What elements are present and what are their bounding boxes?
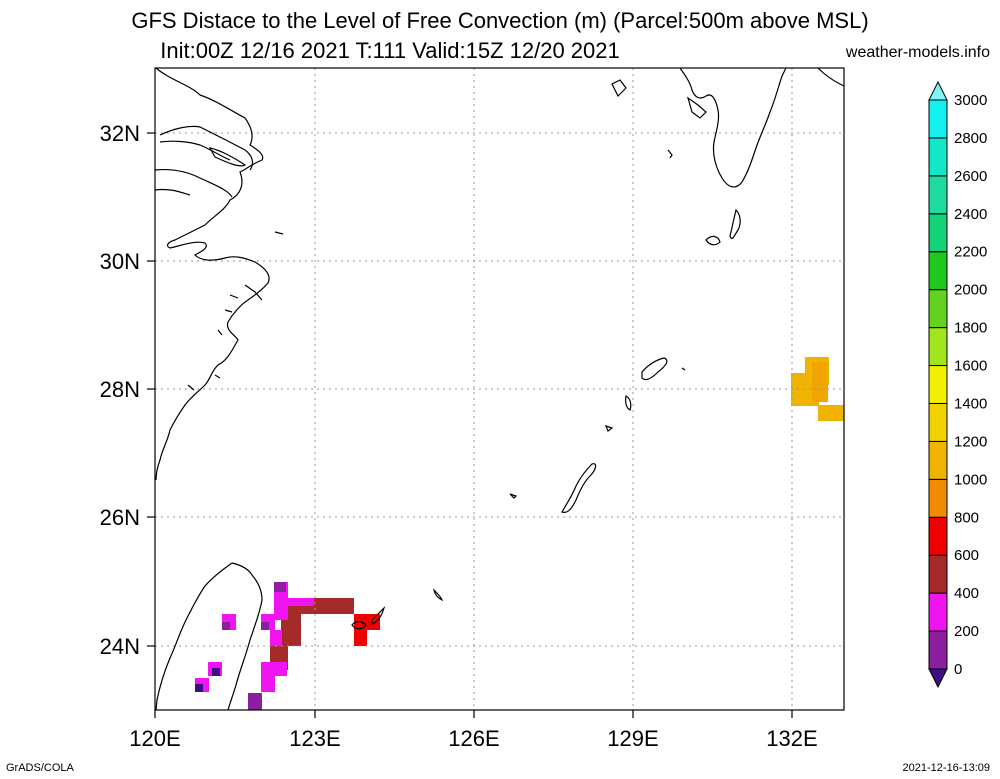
colorbar-label: 400 (954, 585, 979, 602)
colorbar-box (928, 137, 948, 177)
colorbar-label: 1200 (954, 433, 987, 450)
lat-label: 32N (100, 121, 140, 146)
lon-label: 123E (289, 726, 340, 751)
colorbar-label: 3000 (954, 92, 987, 109)
footer-software: GrADS/COLA (6, 762, 74, 774)
colorbar-label: 1600 (954, 358, 987, 375)
colorbar-label: 2600 (954, 168, 987, 185)
colorbar: 0 200 400 600 800 1000 1200 1400 1600 1800 2000 220… (928, 80, 987, 689)
colorbar-label: 200 (954, 623, 979, 640)
colorbar-label: 2800 (954, 130, 987, 147)
colorbar-label: 1800 (954, 320, 987, 337)
graticule (155, 68, 844, 710)
colorbar-box (928, 402, 948, 442)
colorbar-box (928, 251, 948, 291)
field-patch (248, 693, 262, 710)
colorbar-box (928, 99, 948, 139)
colorbar-label: 1000 (954, 471, 987, 488)
lat-label: 26N (100, 505, 140, 530)
lon-label: 120E (129, 726, 180, 751)
map-title: GFS Distace to the Level of Free Convect… (131, 8, 869, 33)
colorbar-label: 2000 (954, 282, 987, 299)
colorbar-box (928, 440, 948, 480)
lat-label: 28N (100, 377, 140, 402)
colorbar-box (928, 516, 948, 556)
colorbar-label: 1400 (954, 395, 987, 412)
footer-timestamp: 2021-12-16-13:09 (902, 762, 990, 774)
lon-label: 126E (448, 726, 499, 751)
field-patch (195, 684, 203, 692)
field-patch (261, 676, 275, 692)
colorbar-min-triangle (928, 668, 948, 689)
field-patch (354, 630, 367, 646)
field-patch (261, 622, 269, 630)
colorbar-box (928, 213, 948, 253)
colorbar-box (928, 630, 948, 670)
lat-label: 24N (100, 634, 140, 659)
source-credit: weather-models.info (845, 44, 990, 61)
colorbar-label: 2200 (954, 244, 987, 261)
coastlines (154, 67, 845, 711)
colorbar-label: 800 (954, 509, 979, 526)
colorbar-label: 600 (954, 547, 979, 564)
field-patch (261, 662, 287, 676)
colorbar-label: 2400 (954, 206, 987, 223)
lon-label: 132E (766, 726, 817, 751)
axis-ticks (147, 132, 793, 718)
lat-label: 30N (100, 249, 140, 274)
colorbar-box (928, 554, 948, 594)
field-patch (288, 598, 314, 606)
colorbar-box (928, 289, 948, 329)
field-patch (274, 582, 286, 592)
colorbar-box (928, 365, 948, 404)
colorbar-max-triangle (928, 80, 948, 101)
field-patch (812, 362, 828, 402)
colorbar-box (928, 478, 948, 518)
field-patch (818, 405, 844, 421)
field-patches (195, 357, 844, 710)
colorbar-label: 0 (954, 661, 962, 678)
map-subtitle: Init:00Z 12/16 2021 T:111 Valid:15Z 12/2… (160, 38, 620, 63)
lon-label: 129E (607, 726, 658, 751)
colorbar-box (928, 327, 948, 367)
field-patch (212, 668, 220, 676)
field-patch (222, 622, 230, 630)
colorbar-box (928, 175, 948, 215)
field-patch (270, 630, 282, 646)
colorbar-box (928, 592, 948, 632)
